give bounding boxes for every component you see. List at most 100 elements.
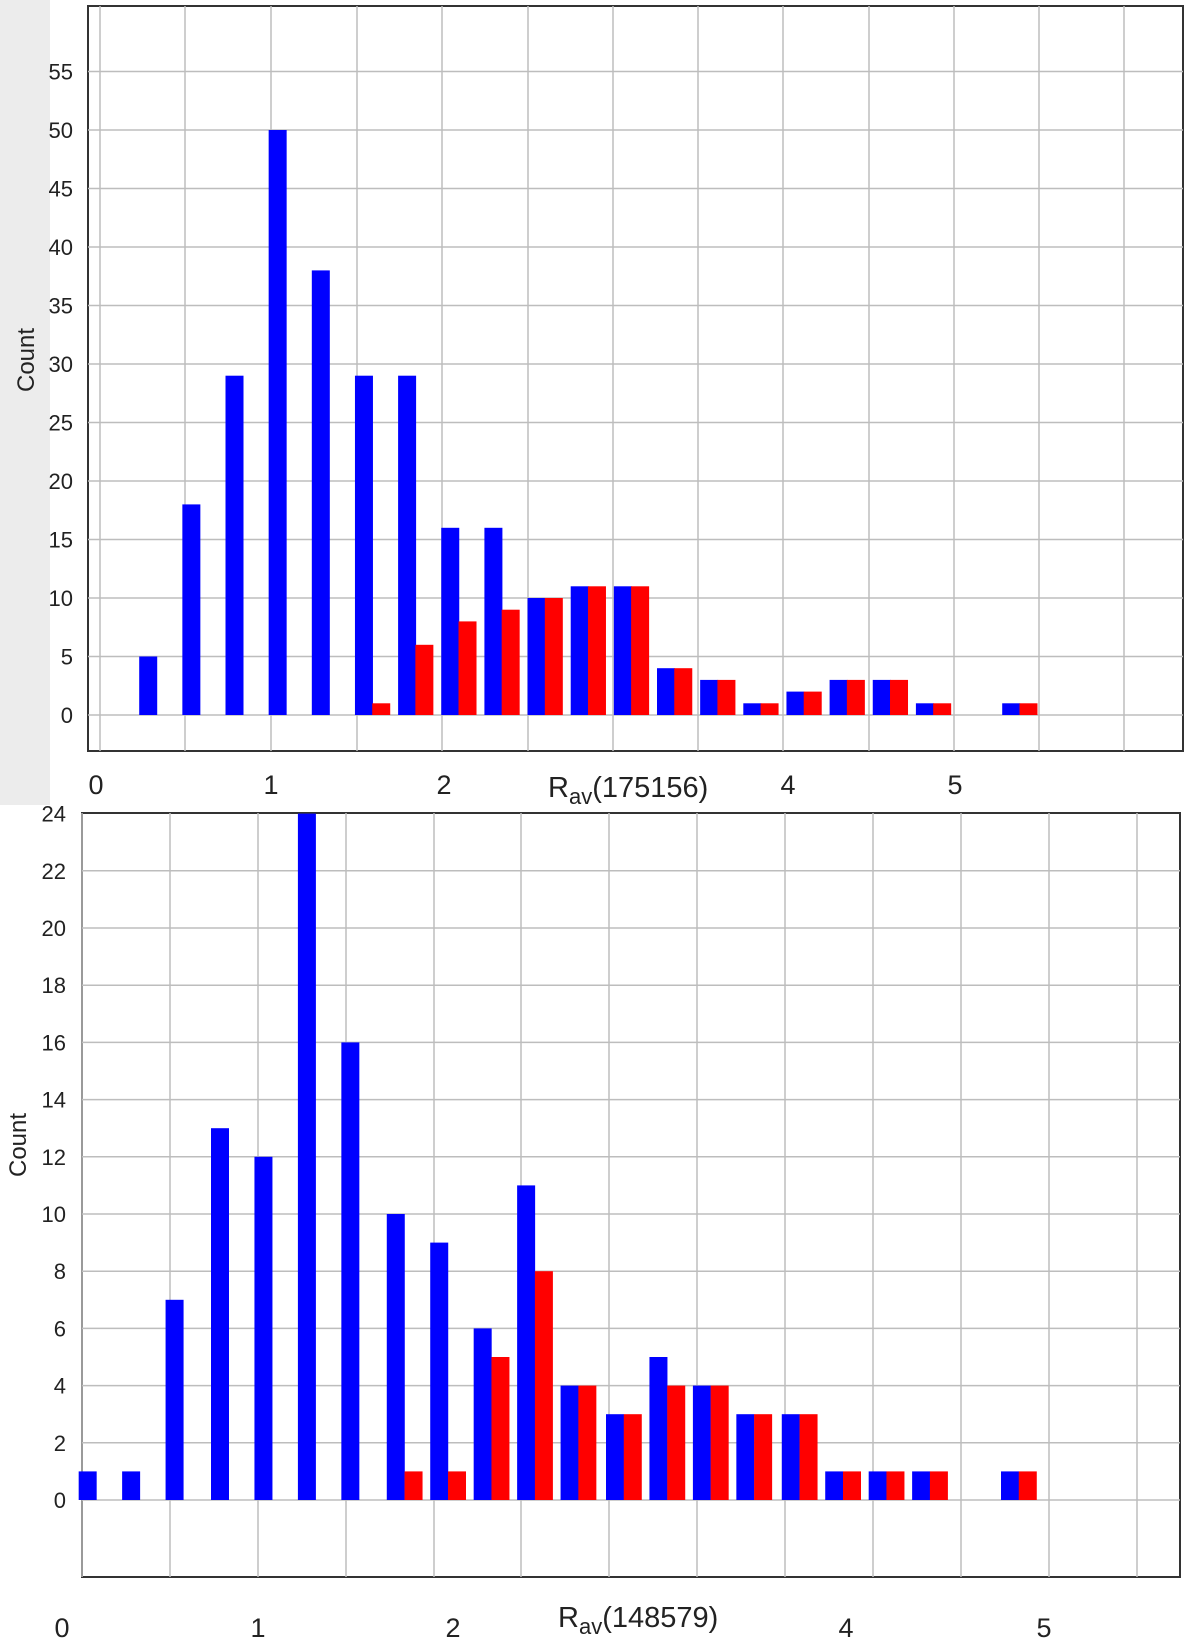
top-y-tick-label: 15 bbox=[49, 528, 73, 553]
top-red-bar bbox=[415, 644, 434, 715]
top-y-axis-title: Count bbox=[13, 328, 40, 392]
bottom-blue-bar bbox=[781, 1414, 800, 1500]
top-y-tick-label: 0 bbox=[61, 703, 73, 728]
bottom-y-tick-label: 12 bbox=[42, 1145, 66, 1170]
bottom-blue-bar bbox=[517, 1185, 536, 1500]
top-red-bar bbox=[631, 586, 650, 715]
bottom-red-bar bbox=[578, 1385, 597, 1500]
top-y-tick-label: 50 bbox=[49, 118, 73, 143]
top-blue-bar bbox=[657, 668, 676, 715]
top-red-bar bbox=[803, 691, 822, 715]
top-x-tick-label: 1 bbox=[263, 770, 278, 800]
bottom-blue-bar bbox=[649, 1357, 668, 1500]
bottom-blue-bar bbox=[692, 1385, 711, 1500]
top-red-bar bbox=[587, 586, 606, 715]
top-blue-bar bbox=[872, 679, 891, 715]
bottom-blue-bar bbox=[211, 1128, 229, 1500]
bottom-red-bar bbox=[886, 1471, 905, 1500]
top-y-tick-label: 40 bbox=[49, 235, 73, 260]
bottom-red-bar bbox=[1018, 1471, 1037, 1500]
bottom-blue-bar bbox=[297, 813, 316, 1500]
top-blue-bar bbox=[527, 598, 546, 715]
top-blue-bar bbox=[139, 656, 158, 715]
top-y-tick-labels: 0 5 10 15 20 25 30 35 40 45 50 55 bbox=[49, 60, 73, 729]
top-red-bar bbox=[372, 703, 391, 715]
bottom-red-bar bbox=[843, 1471, 861, 1500]
top-x-axis-title-main: R bbox=[548, 772, 569, 804]
bottom-x-axis-title-suffix: (148579) bbox=[602, 1602, 718, 1634]
top-red-bar bbox=[760, 703, 779, 715]
top-blue-bar bbox=[441, 527, 460, 715]
bottom-bars bbox=[78, 813, 1037, 1500]
top-y-tick-label: 30 bbox=[49, 352, 73, 377]
bottom-blue-bar bbox=[1001, 1471, 1019, 1500]
bottom-red-bar bbox=[667, 1385, 686, 1500]
top-blue-bar bbox=[786, 691, 805, 715]
top-bars bbox=[139, 130, 1038, 715]
top-x-tick-label: 4 bbox=[780, 770, 795, 800]
bottom-y-tick-label: 16 bbox=[42, 1030, 66, 1055]
bottom-blue-bar bbox=[78, 1471, 97, 1500]
bottom-blue-bar bbox=[825, 1471, 844, 1500]
bottom-red-bar bbox=[929, 1471, 948, 1500]
top-x-tick-label: 2 bbox=[436, 770, 451, 800]
bottom-x-tick-label: 4 bbox=[838, 1613, 853, 1643]
top-y-tick-label: 20 bbox=[49, 469, 73, 494]
top-blue-bar bbox=[354, 375, 373, 715]
bottom-red-bar bbox=[404, 1471, 423, 1500]
top-red-bar bbox=[544, 598, 563, 715]
bottom-blue-bar bbox=[341, 1042, 360, 1500]
bottom-red-bar bbox=[710, 1385, 729, 1500]
bottom-blue-bar bbox=[736, 1414, 755, 1500]
bottom-red-bar bbox=[799, 1414, 818, 1500]
top-y-tick-label: 45 bbox=[49, 177, 73, 202]
top-red-bar bbox=[674, 668, 693, 715]
bottom-y-tick-label: 20 bbox=[42, 916, 66, 941]
top-y-tick-label: 5 bbox=[61, 645, 73, 670]
bottom-y-tick-label: 2 bbox=[54, 1431, 66, 1456]
top-blue-bar bbox=[570, 586, 589, 715]
bottom-red-bar bbox=[534, 1271, 553, 1500]
top-blue-bar bbox=[311, 270, 330, 715]
top-y-tick-label: 10 bbox=[49, 586, 73, 611]
bottom-x-axis-title: Rav(148579) bbox=[558, 1602, 718, 1639]
bottom-blue-bar bbox=[560, 1385, 579, 1500]
bottom-blue-bar bbox=[386, 1214, 405, 1500]
top-blue-bar bbox=[613, 586, 632, 715]
top-red-bar bbox=[890, 679, 909, 715]
top-x-tick-label: 5 bbox=[947, 770, 962, 800]
top-red-bar bbox=[717, 679, 736, 715]
top-red-bar bbox=[933, 703, 952, 715]
bottom-red-bar bbox=[623, 1414, 642, 1500]
bottom-y-axis-title: Count bbox=[5, 1113, 32, 1177]
bottom-x-axis-title-sub: av bbox=[579, 1614, 602, 1639]
bottom-blue-bar bbox=[473, 1328, 492, 1500]
bottom-y-tick-label: 24 bbox=[42, 805, 66, 827]
top-x-axis-band bbox=[50, 760, 1200, 805]
top-blue-bar bbox=[700, 679, 719, 715]
top-blue-bar bbox=[268, 130, 287, 715]
top-y-tick-label: 35 bbox=[49, 294, 73, 319]
top-y-tick-label: 55 bbox=[49, 60, 73, 85]
bottom-blue-bar bbox=[254, 1156, 273, 1500]
bottom-y-tick-label: 22 bbox=[42, 859, 66, 884]
bottom-y-tick-label: 8 bbox=[54, 1259, 66, 1284]
top-red-bar bbox=[458, 621, 477, 715]
top-red-bar bbox=[501, 609, 520, 715]
top-blue-bar bbox=[225, 375, 244, 715]
bottom-red-bar bbox=[448, 1471, 466, 1500]
bottom-x-axis-title-main: R bbox=[558, 1602, 579, 1634]
bottom-red-bar bbox=[754, 1414, 773, 1500]
top-blue-bar bbox=[398, 375, 417, 715]
top-blue-bar bbox=[182, 504, 201, 715]
bottom-x-tick-label: 0 bbox=[54, 1613, 69, 1643]
bottom-x-tick-label: 5 bbox=[1036, 1613, 1051, 1643]
bottom-blue-bar bbox=[430, 1242, 449, 1500]
top-x-axis-title-sub: av bbox=[569, 784, 592, 805]
top-blue-bar bbox=[829, 679, 848, 715]
top-x-axis-title: Rav(175156) bbox=[548, 772, 708, 805]
bottom-y-tick-label: 14 bbox=[42, 1088, 66, 1113]
top-blue-bar bbox=[915, 703, 934, 715]
bottom-blue-bar bbox=[122, 1471, 141, 1500]
